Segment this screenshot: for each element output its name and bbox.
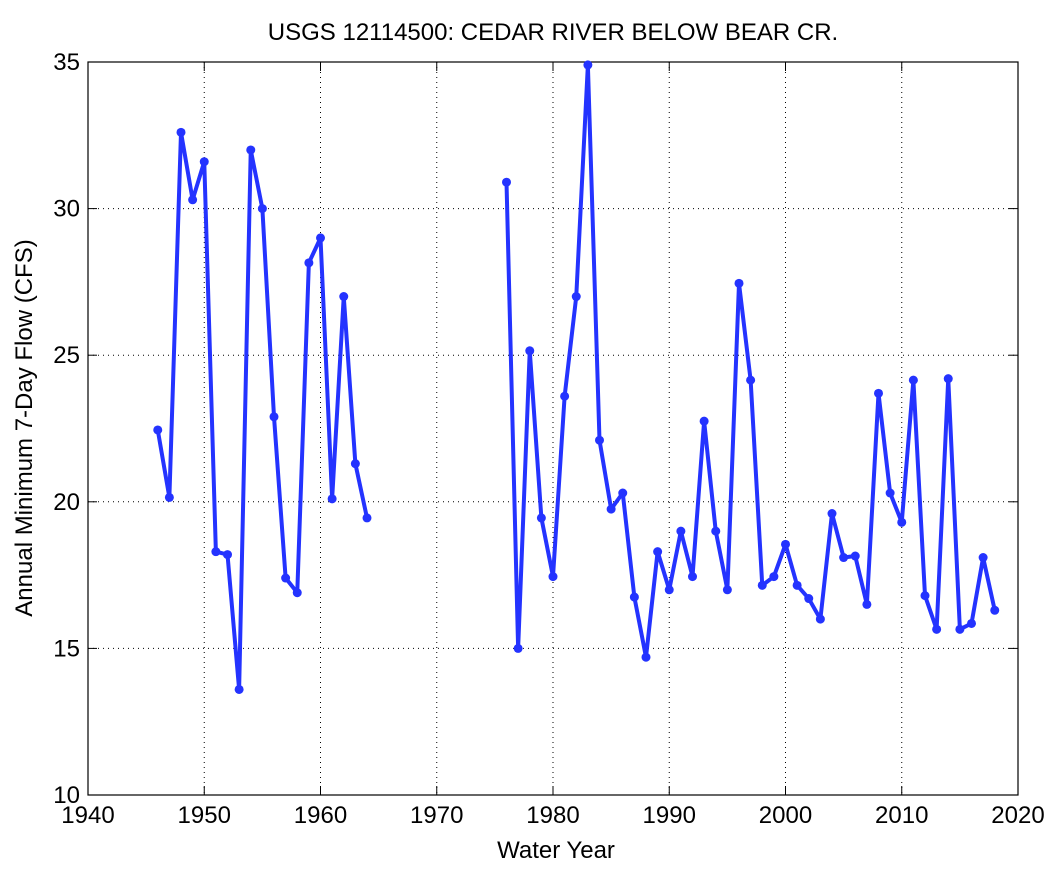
data-series [153,60,1000,694]
y-tick-label: 25 [53,342,80,369]
data-point [560,391,570,401]
x-axis-label: Water Year [497,837,615,864]
data-point [885,488,895,498]
data-point [955,624,965,634]
x-tick-label: 1960 [294,802,347,829]
data-point [629,592,639,602]
data-point [641,652,651,662]
data-point [746,375,756,385]
data-point [699,416,709,426]
grid-lines [88,62,1018,795]
data-point [722,585,732,595]
data-point [676,526,686,536]
x-tick-label: 1970 [410,802,463,829]
series-line-segment [504,62,997,660]
y-tick-label: 35 [53,49,80,76]
axis-ticks: 1940 1950 1960 1970 1980 1990 2000 2010 2020 10 15… [53,49,1044,829]
x-tick-label: 1950 [178,802,231,829]
data-point [281,573,291,583]
data-point [164,492,174,502]
data-point [711,526,721,536]
data-point [292,588,302,598]
x-tick-label: 2000 [759,802,812,829]
data-point [688,572,697,582]
data-point [548,572,558,582]
data-point [362,513,372,523]
data-point [781,539,790,549]
data-point [234,684,244,694]
data-point [897,517,907,527]
y-tick-label: 30 [53,196,80,223]
data-point [525,346,535,356]
data-point [792,580,802,590]
x-tick-label: 1990 [643,802,696,829]
x-tick-label: 2020 [991,802,1044,829]
data-point [839,553,849,563]
data-point [176,127,186,137]
data-point [339,292,349,302]
data-point [978,553,988,563]
data-point [211,547,221,557]
data-point [257,204,267,214]
data-point [850,551,860,561]
data-point [664,585,674,595]
data-point [595,435,604,445]
data-point [967,618,976,628]
x-tick-label: 1940 [61,802,114,829]
data-point [827,509,837,519]
data-point [327,494,337,504]
data-point [734,278,744,288]
data-point [932,624,942,634]
data-point [815,614,825,624]
data-point [769,572,779,582]
chart-title: USGS 12114500: CEDAR RIVER BELOW BEAR CR… [268,19,838,46]
data-point [304,258,314,268]
data-point [908,375,918,385]
data-point [862,599,872,609]
y-axis-label: Annual Minimum 7-Day Flow (CFS) [11,239,38,616]
data-point [188,195,198,205]
data-point [223,550,232,560]
data-point [990,605,1000,615]
data-point [618,488,628,498]
data-point [943,374,953,384]
data-point [536,513,546,523]
y-tick-label: 20 [53,489,80,516]
x-tick-label: 2010 [875,802,928,829]
data-point [316,233,325,243]
data-point [606,504,616,514]
data-point [502,177,511,187]
y-tick-label: 15 [53,635,80,662]
data-point [874,388,883,398]
data-point [571,292,581,302]
x-tick-label: 1980 [526,802,579,829]
data-point [804,594,814,604]
data-point [513,643,523,653]
data-point [757,580,767,590]
y-tick-label: 10 [53,782,80,809]
data-point [350,459,360,469]
data-point [653,547,663,557]
data-point [583,60,593,70]
data-point [199,157,209,167]
data-point [269,412,279,422]
series-line-segment [155,130,369,692]
data-point [920,591,930,601]
data-point [246,145,256,155]
data-point [153,425,163,435]
